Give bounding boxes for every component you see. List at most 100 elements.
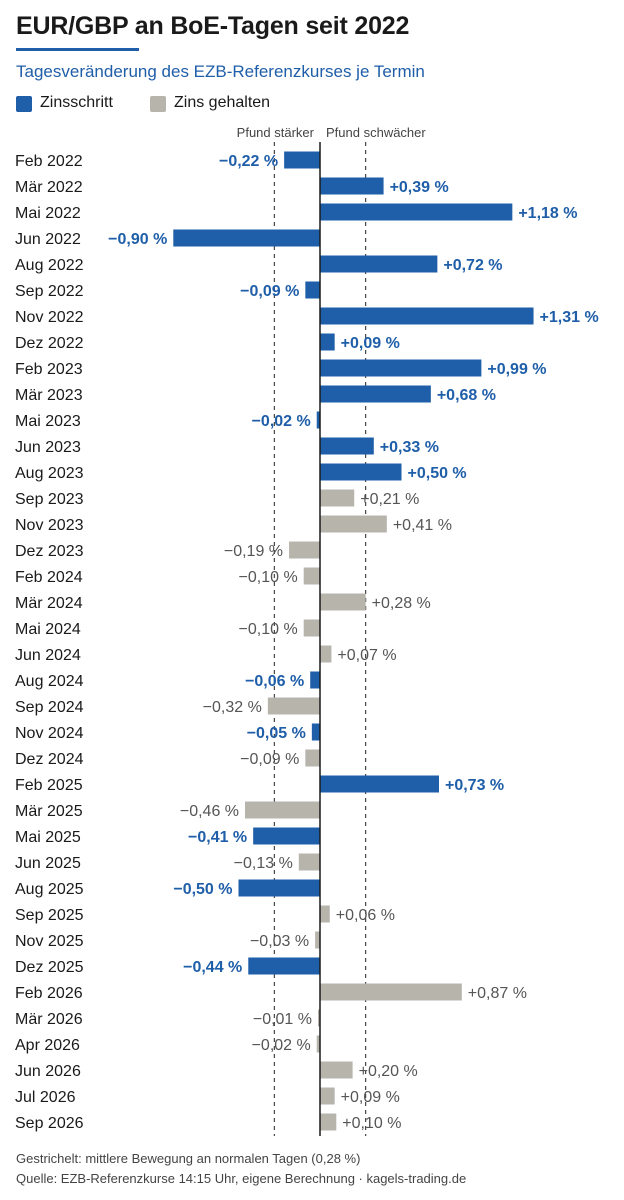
data-label: −0,32 % — [203, 699, 262, 716]
data-label: −0,90 % — [108, 231, 167, 248]
bar — [320, 177, 384, 195]
data-label: −0,09 % — [240, 751, 299, 768]
category-label: Jun 2024 — [15, 647, 81, 664]
category-label: Dez 2023 — [15, 543, 84, 560]
category-label: Feb 2026 — [15, 985, 83, 1002]
data-label: +0,33 % — [380, 439, 439, 456]
legend-label-rate-hold: Zins gehalten — [174, 94, 271, 111]
category-label: Aug 2024 — [15, 673, 84, 690]
title-underline — [16, 48, 139, 51]
bar — [303, 619, 320, 637]
bar — [320, 463, 402, 481]
data-label: −0,01 % — [253, 1011, 312, 1028]
category-label: Mär 2025 — [15, 803, 83, 820]
bar — [316, 411, 320, 429]
bar — [320, 905, 330, 923]
data-label: +0,87 % — [468, 985, 527, 1002]
footnote: Gestrichelt: mittlere Bewegung an normal… — [16, 1151, 361, 1166]
category-label: Nov 2025 — [15, 933, 84, 950]
legend-label-rate-move: Zinsschritt — [40, 94, 113, 111]
bar — [320, 333, 335, 351]
bar — [320, 203, 513, 221]
data-label: +0,06 % — [336, 907, 395, 924]
data-label: −0,50 % — [173, 881, 232, 898]
bar — [310, 671, 320, 689]
bar — [315, 931, 320, 949]
bar — [284, 151, 320, 169]
bar — [318, 1009, 320, 1027]
legend-swatch-rate-hold — [150, 96, 166, 112]
category-label: Sep 2025 — [15, 907, 84, 924]
data-label: +0,72 % — [443, 257, 502, 274]
bar — [320, 515, 387, 533]
category-label: Feb 2023 — [15, 361, 83, 378]
bar — [320, 983, 462, 1001]
category-label: Dez 2024 — [15, 751, 84, 768]
bar — [320, 775, 439, 793]
category-label: Aug 2023 — [15, 465, 84, 482]
category-label: Aug 2025 — [15, 881, 84, 898]
data-label: −0,19 % — [224, 543, 283, 560]
bar — [305, 281, 320, 299]
bar — [298, 853, 320, 871]
data-label: +0,41 % — [393, 517, 452, 534]
category-label: Mär 2024 — [15, 595, 83, 612]
category-label: Mai 2025 — [15, 829, 81, 846]
data-label: +0,10 % — [342, 1115, 401, 1132]
bar — [320, 1113, 337, 1131]
legend-swatch-rate-move — [16, 96, 32, 112]
source-line: Quelle: EZB-Referenzkurse 14:15 Uhr, eig… — [16, 1171, 467, 1186]
data-label: +1,18 % — [518, 205, 577, 222]
data-label: −0,10 % — [239, 569, 298, 586]
category-label: Jun 2022 — [15, 231, 81, 248]
bar — [253, 827, 320, 845]
side-label-positive: Pfund schwächer — [326, 125, 426, 140]
side-label-negative: Pfund stärker — [237, 125, 315, 140]
bar — [320, 593, 366, 611]
bar — [320, 437, 374, 455]
data-label: +0,07 % — [337, 647, 396, 664]
bar — [267, 697, 320, 715]
bar-chart: Pfund stärker Pfund schwächer Feb 2022 −0,2… — [15, 125, 599, 1136]
category-label: Aug 2022 — [15, 257, 84, 274]
bar — [316, 1035, 320, 1053]
bar — [248, 957, 320, 975]
bar — [320, 359, 482, 377]
category-label: Mär 2023 — [15, 387, 83, 404]
data-label: +0,73 % — [445, 777, 504, 794]
bar — [320, 645, 332, 663]
bar — [320, 255, 438, 273]
category-label: Jun 2023 — [15, 439, 81, 456]
bar — [173, 229, 320, 247]
data-label: −0,02 % — [252, 413, 311, 430]
data-label: −0,41 % — [188, 829, 247, 846]
data-label: −0,02 % — [252, 1037, 311, 1054]
bar — [245, 801, 320, 819]
data-label: +0,09 % — [341, 1089, 400, 1106]
category-label: Nov 2024 — [15, 725, 84, 742]
data-label: +0,50 % — [408, 465, 467, 482]
bar — [320, 489, 355, 507]
data-label: −0,10 % — [239, 621, 298, 638]
chart-title: EUR/GBP an BoE-Tagen seit 2022 — [16, 12, 410, 40]
data-label: −0,03 % — [250, 933, 309, 950]
bar — [320, 1061, 353, 1079]
category-label: Sep 2024 — [15, 699, 84, 716]
bar — [303, 567, 320, 585]
data-label: +0,28 % — [372, 595, 431, 612]
category-label: Apr 2026 — [15, 1037, 80, 1054]
category-label: Feb 2024 — [15, 569, 83, 586]
data-label: −0,46 % — [180, 803, 239, 820]
data-label: −0,05 % — [247, 725, 306, 742]
category-label: Sep 2022 — [15, 283, 84, 300]
category-label: Dez 2025 — [15, 959, 84, 976]
category-label: Jun 2025 — [15, 855, 81, 872]
category-label: Jul 2026 — [15, 1089, 76, 1106]
data-label: −0,06 % — [245, 673, 304, 690]
data-label: +0,99 % — [487, 361, 546, 378]
data-label: +0,09 % — [341, 335, 400, 352]
category-label: Nov 2023 — [15, 517, 84, 534]
chart-subtitle: Tagesveränderung des EZB-Referenzkurses … — [16, 62, 425, 81]
category-label: Sep 2026 — [15, 1115, 84, 1132]
category-label: Feb 2022 — [15, 153, 83, 170]
